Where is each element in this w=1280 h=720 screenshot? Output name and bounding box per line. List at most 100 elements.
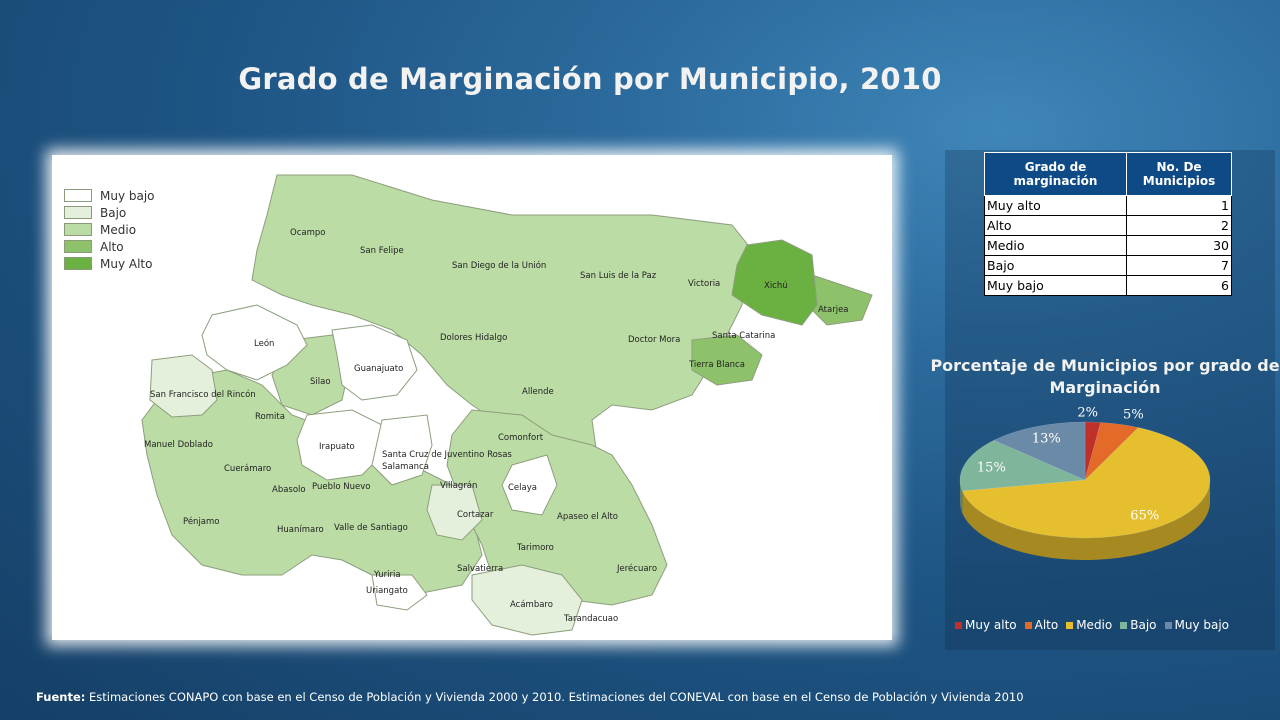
map-label: San Felipe — [360, 246, 404, 256]
pie-legend-label: Bajo — [1130, 618, 1157, 632]
pie-chart-title: Porcentaje de Municipios por grado de Ma… — [930, 356, 1280, 397]
map-label: Tarandacuao — [563, 614, 618, 624]
map-label: Uriangato — [366, 586, 408, 596]
table-cell-label: Muy bajo — [984, 275, 1127, 296]
pie-data-label: 13% — [1032, 431, 1061, 446]
map-acambaro — [471, 564, 583, 636]
legend-swatch — [64, 189, 92, 202]
map-tierra-blanca — [691, 334, 763, 386]
pie-slice-medio — [961, 427, 1211, 539]
map-label: Irapuato — [319, 442, 355, 452]
map-guanajuato — [331, 324, 418, 401]
legend-label: Muy Alto — [100, 256, 153, 271]
pie-legend-item: Muy alto — [955, 618, 1017, 632]
map-label: Jerécuaro — [616, 563, 657, 574]
pie-legend-label: Muy bajo — [1174, 618, 1230, 632]
pie-legend-swatch — [1120, 621, 1128, 629]
pie-legend-item: Bajo — [1120, 618, 1157, 632]
map-label: Cuerámaro — [224, 464, 271, 474]
map-label: Apaseo el Alto — [557, 512, 618, 522]
map-label: Silao — [310, 377, 331, 387]
map-label: Salamanca — [382, 462, 429, 472]
pie-slice-bajo — [959, 440, 1086, 492]
map-label: Cortazar — [457, 510, 494, 520]
map-label: Santa Cruz de Juventino Rosas — [382, 450, 512, 460]
map-label: Victoria — [688, 279, 720, 289]
map-legend-item: Bajo — [64, 204, 155, 221]
source-text: Estimaciones CONAPO con base en el Censo… — [89, 690, 1024, 704]
map-label: Villagrán — [440, 481, 477, 491]
table-cell-value: 6 — [1126, 275, 1232, 296]
map-label: Romita — [255, 412, 285, 422]
legend-swatch — [64, 206, 92, 219]
page-title: Grado de Marginación por Municipio, 2010 — [238, 62, 942, 96]
pie-legend-swatch — [1024, 621, 1032, 629]
map-label: San Diego de la Unión — [452, 260, 546, 271]
pie-legend-label: Medio — [1076, 618, 1113, 632]
map-label: Tarimoro — [516, 543, 554, 553]
pie-legend-item: Alto — [1024, 618, 1059, 632]
table-cell-label: Alto — [984, 215, 1127, 236]
map-label: Huanímaro — [277, 525, 324, 535]
pie-slice-side — [960, 480, 963, 513]
marginacion-table: Grado de marginación No. De Municipios M… — [984, 152, 1232, 296]
pie-data-label: 65% — [1130, 509, 1159, 524]
map-label: Doctor Mora — [628, 335, 680, 345]
map-label: Dolores Hidalgo — [440, 333, 507, 343]
legend-label: Bajo — [100, 205, 127, 220]
source-prefix: Fuente: — [36, 690, 86, 704]
pie-slice-alto — [1084, 422, 1139, 481]
map-label: Yuriria — [373, 570, 401, 580]
map-label: Comonfort — [498, 433, 544, 443]
map-salamanca — [371, 414, 433, 486]
table-row: Alto 2 — [984, 215, 1232, 236]
map-celaya — [501, 454, 558, 516]
map-label: Salvatierra — [457, 564, 503, 574]
map-label: Valle de Santiago — [334, 523, 408, 533]
map-legend-item: Muy Alto — [64, 255, 155, 272]
table-row: Medio 30 — [984, 235, 1232, 256]
map-label: Allende — [522, 387, 554, 397]
map-label: Abasolo — [272, 485, 306, 495]
map-label: Pénjamo — [183, 516, 220, 527]
table-cell-label: Bajo — [984, 255, 1127, 276]
map-legend-item: Muy bajo — [64, 187, 155, 204]
pie-legend-swatch — [1164, 621, 1172, 629]
table-header-grado: Grado de marginación — [984, 152, 1127, 196]
map-label: Manuel Doblado — [144, 440, 213, 450]
table-row: Bajo 7 — [984, 255, 1232, 276]
legend-swatch — [64, 240, 92, 253]
municipality-map: Ocampo San Felipe San Diego de la Unión … — [141, 174, 873, 636]
table-header-municipios: No. De Municipios — [1126, 152, 1232, 196]
map-label: Pueblo Nuevo — [312, 482, 370, 492]
table-row: Muy bajo 6 — [984, 275, 1232, 296]
map-cortazar — [426, 484, 483, 541]
map-label: Tierra Blanca — [688, 360, 745, 370]
pie-slice-side — [962, 480, 1210, 561]
map-frame: Ocampo San Felipe San Diego de la Unión … — [52, 155, 892, 640]
map-san-francisco-del-rincon — [149, 354, 218, 418]
pie-slice-muy-bajo — [993, 421, 1086, 481]
map-legend: Muy bajo Bajo Medio Alto Muy Alto — [64, 187, 155, 272]
legend-swatch — [64, 257, 92, 270]
pie-legend-swatch — [1066, 621, 1074, 629]
map-label: Atarjea — [818, 305, 849, 315]
legend-label: Muy bajo — [100, 188, 155, 203]
table-cell-label: Medio — [984, 235, 1127, 256]
map-legend-item: Medio — [64, 221, 155, 238]
legend-label: Alto — [100, 239, 124, 254]
source-note: Fuente: Estimaciones CONAPO con base en … — [36, 690, 1256, 704]
map-label: León — [254, 338, 274, 349]
pie-legend-item: Medio — [1066, 618, 1112, 632]
pie-data-label: 15% — [977, 460, 1006, 475]
pie-legend: Muy alto Alto Medio Bajo Muy bajo — [955, 618, 1229, 632]
pie-slice-muy-alto — [1084, 421, 1101, 481]
pie-legend-label: Alto — [1034, 618, 1059, 632]
pie-legend-label: Muy alto — [965, 618, 1017, 632]
legend-label: Medio — [100, 222, 137, 237]
map-legend-item: Alto — [64, 238, 155, 255]
map-irapuato — [296, 409, 383, 481]
map-labels: Ocampo San Felipe San Diego de la Unión … — [144, 228, 849, 624]
map-label: San Luis de la Paz — [580, 271, 657, 281]
map-xichu — [731, 239, 818, 326]
